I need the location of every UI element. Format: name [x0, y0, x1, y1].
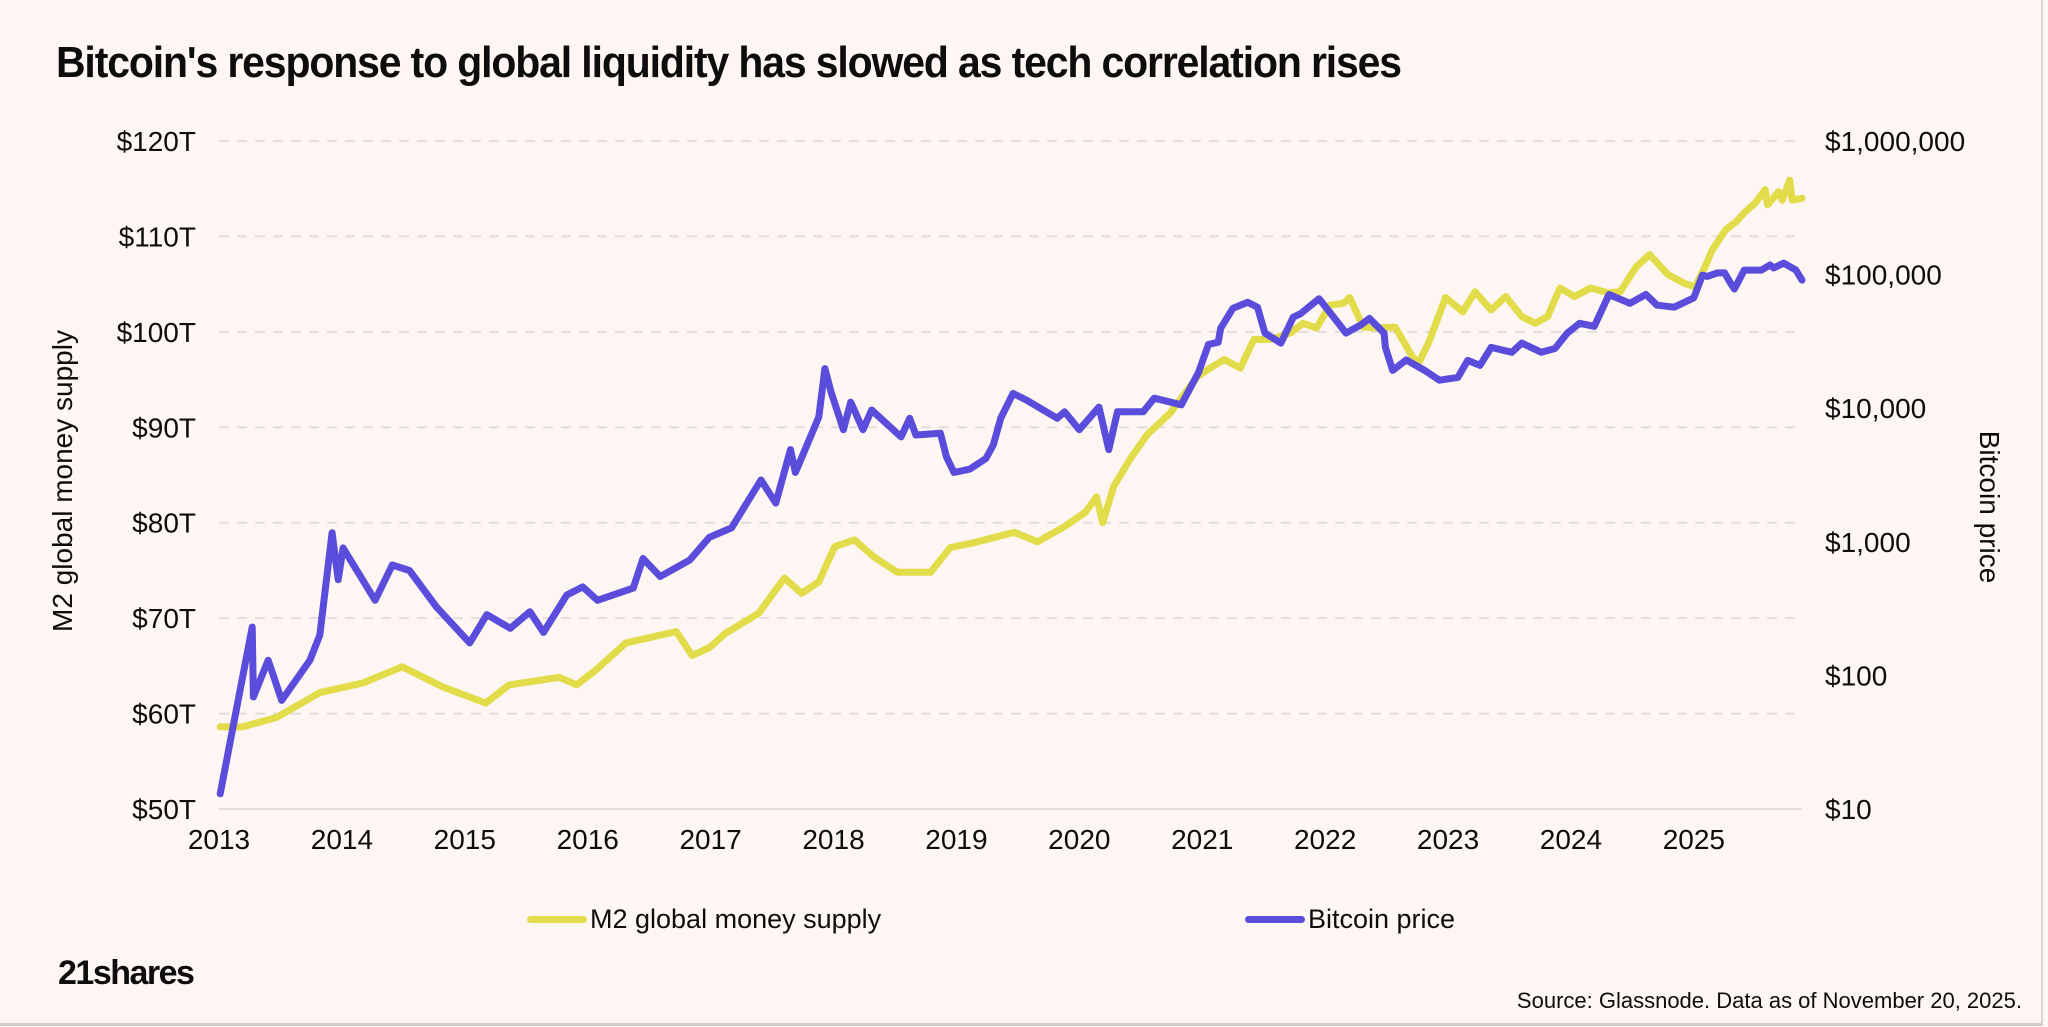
x-axis-ticks: 2013 2014 2015 2016 2017 2018 2019 2020 2021 2022… [188, 824, 1725, 855]
x-axis-tick-label: 2017 [679, 824, 741, 855]
x-axis-tick-label: 2014 [311, 824, 373, 855]
right-axis-tick-label: $1,000 [1825, 527, 1911, 558]
legend-item-m2: M2 global money supply [527, 904, 881, 935]
source-note: Source: Glassnode. Data as of November 2… [1516, 988, 2022, 1013]
brand-logo: 21shares [58, 954, 195, 992]
right-axis-tick-label: $100 [1825, 660, 1887, 691]
left-axis-tick-label: $70T [132, 603, 196, 634]
right-axis-tick-label: $100,000 [1825, 260, 1942, 291]
legend-label-bitcoin: Bitcoin price [1308, 904, 1456, 934]
left-axis-tick-label: $50T [132, 794, 196, 825]
series-lines [216, 176, 1806, 798]
x-axis-tick-label: 2024 [1540, 824, 1602, 855]
legend-label-m2: M2 global money supply [590, 904, 882, 934]
legend-item-bitcoin: Bitcoin price [1245, 904, 1455, 935]
m2-points [220, 180, 1803, 728]
x-axis-tick-label: 2021 [1171, 824, 1233, 855]
left-axis-tick-label: $80T [132, 508, 196, 539]
left-axis-tick-label: $60T [132, 699, 196, 730]
gridlines [219, 140, 1802, 810]
left-axis-tick-label: $120T [117, 126, 196, 157]
bitcoin-points [220, 262, 1803, 794]
right-axis-tick-label: $1,000,000 [1825, 126, 1965, 157]
bitcoin-series-line [216, 259, 1806, 798]
bitcoin-legend-swatch [1245, 916, 1305, 923]
left-axis-tick-label: $110T [119, 221, 196, 252]
x-axis-tick-label: 2022 [1294, 824, 1356, 855]
x-axis-tick-label: 2019 [925, 824, 987, 855]
m2-series-line [216, 176, 1806, 731]
x-axis-tick-label: 2016 [557, 824, 619, 855]
right-axis-title: Bitcoin price [1974, 431, 2005, 584]
left-axis-tick-label: $90T [132, 412, 196, 443]
x-axis-tick-label: 2020 [1048, 824, 1110, 855]
x-axis-tick-label: 2025 [1663, 824, 1725, 855]
right-axis-tick-label: $10,000 [1825, 393, 1926, 424]
left-axis-title: M2 global money supply [47, 330, 78, 632]
right-axis-ticks: $10 $100 $1,000 $10,000 $100,000 $1,000,000 [1825, 126, 1965, 825]
chart: $50T$60T$70T$80T$90T$100T$110T$120T $10$… [47, 126, 2005, 855]
chart-title: Bitcoin's response to global liquidity h… [56, 38, 1402, 87]
x-axis-tick-label: 2023 [1417, 824, 1479, 855]
right-axis-tick-label: $10 [1825, 794, 1872, 825]
left-axis-tick-label: $100T [117, 317, 196, 348]
x-axis-tick-label: 2018 [802, 824, 864, 855]
x-axis-tick-label: 2015 [434, 824, 496, 855]
m2-legend-swatch [527, 916, 587, 923]
x-axis-tick-label: 2013 [188, 824, 250, 855]
left-axis-ticks: $50T $60T $70T $80T $90T $100T $110T $120T [117, 126, 196, 825]
